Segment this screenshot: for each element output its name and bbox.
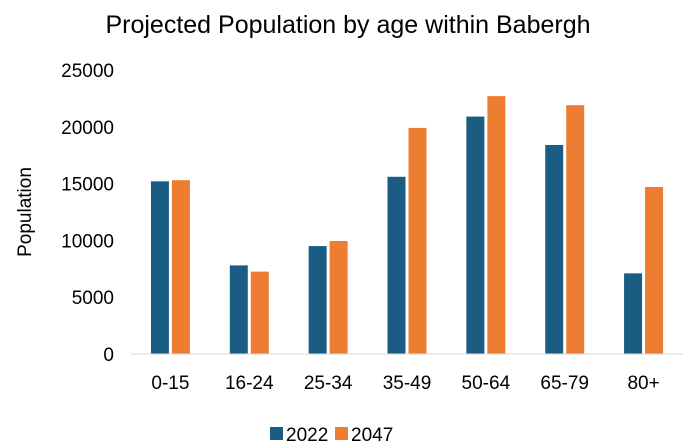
- legend-label-2047: 2047: [351, 425, 393, 446]
- y-axis-label: Population: [15, 167, 36, 257]
- bar-2022-16-24: [229, 265, 248, 354]
- bar-2047-65-79: [566, 105, 585, 354]
- x-axis-ticks: 0-15 16-24 25-34 35-49 50-64 65-79 80+: [151, 373, 659, 394]
- legend-label-2022: 2022: [286, 425, 328, 446]
- legend-swatch-2022: [270, 427, 283, 440]
- bar-2047-50-64: [487, 96, 506, 355]
- x-tick-label: 0-15: [151, 373, 189, 394]
- y-tick-label: 10000: [61, 231, 114, 252]
- bar-2022-25-34: [308, 246, 327, 354]
- bar-2022-65-79: [545, 144, 564, 354]
- bar-2022-35-49: [387, 176, 406, 354]
- y-tick-label: 25000: [61, 61, 114, 82]
- x-tick-label: 25-34: [304, 373, 353, 394]
- x-tick-label: 50-64: [462, 373, 511, 394]
- bar-2047-16-24: [250, 271, 269, 354]
- legend: 2022 2047: [270, 425, 393, 446]
- bar-2047-35-49: [408, 127, 427, 354]
- x-tick-label: 80+: [627, 373, 659, 394]
- y-tick-label: 15000: [61, 175, 114, 196]
- legend-swatch-2047: [335, 427, 348, 440]
- bar-2047-25-34: [329, 240, 348, 354]
- bars: [150, 96, 664, 355]
- x-tick-label: 65-79: [540, 373, 589, 394]
- y-tick-label: 0: [103, 345, 114, 366]
- y-tick-label: 5000: [72, 288, 114, 309]
- y-axis-ticks: 0 5000 10000 15000 20000 25000: [61, 61, 114, 366]
- bar-2022-0-15: [150, 181, 169, 354]
- x-tick-label: 16-24: [225, 373, 274, 394]
- chart-title: Projected Population by age within Baber…: [105, 11, 590, 39]
- bar-2022-80+: [624, 273, 643, 354]
- bar-2047-80+: [645, 187, 664, 354]
- y-tick-label: 20000: [61, 118, 114, 139]
- bar-2022-50-64: [466, 116, 485, 355]
- x-tick-label: 35-49: [383, 373, 432, 394]
- bar-2047-0-15: [171, 180, 190, 354]
